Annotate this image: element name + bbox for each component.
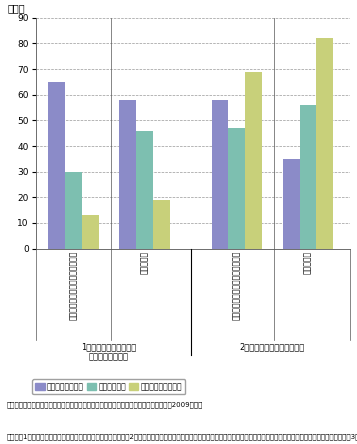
Text: 1．　専門分野に関する
卒業後の就職機会: 1． 専門分野に関する 卒業後の就職機会 — [81, 342, 137, 361]
Text: 科学・工学: 科学・工学 — [303, 251, 312, 274]
Legend: 専門大学（修士）, 大学（修士）, 大学（従来コース）: 専門大学（修士）, 大学（修士）, 大学（従来コース） — [32, 379, 185, 394]
Text: 数学・自然科学・コンピューター: 数学・自然科学・コンピューター — [69, 251, 78, 320]
Bar — [300, 105, 316, 249]
Text: 数学・自然科学・コンピューター: 数学・自然科学・コンピューター — [232, 251, 241, 320]
Text: （％）: （％） — [7, 3, 25, 13]
Bar — [283, 159, 300, 249]
Bar — [245, 71, 262, 249]
Bar — [136, 131, 153, 249]
Text: 科学・工学: 科学・工学 — [140, 251, 149, 274]
Text: 2．　卒業後すぐの就職機会: 2． 卒業後すぐの就職機会 — [240, 342, 305, 351]
Bar — [316, 38, 333, 249]
Bar — [48, 82, 65, 249]
Bar — [65, 172, 82, 249]
Bar — [212, 100, 228, 249]
Text: 備考２：1．卒業後の自己の専門分野に関する就職機会の評価、2．卒業後の自己の就職機会に関する評価における「良い」若しくは「とても良い」の回答率。学習期間は、修士: 備考２：1．卒業後の自己の専門分野に関する就職機会の評価、2．卒業後の自己の就職… — [7, 433, 357, 440]
Bar — [120, 100, 136, 249]
Bar — [228, 128, 245, 249]
Bar — [82, 215, 99, 249]
Text: 備考１：ドイツの各コースの学生に対する労働市場アクセスに関するアンケート調査（2009年）。: 備考１：ドイツの各コースの学生に対する労働市場アクセスに関するアンケート調査（2… — [7, 402, 203, 408]
Bar — [153, 200, 170, 249]
